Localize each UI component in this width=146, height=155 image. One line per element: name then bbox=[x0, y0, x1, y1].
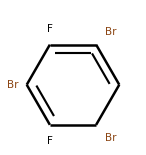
Text: F: F bbox=[47, 136, 53, 146]
Text: Br: Br bbox=[105, 133, 116, 143]
Text: Br: Br bbox=[105, 27, 116, 37]
Text: F: F bbox=[47, 24, 53, 34]
Text: Br: Br bbox=[7, 80, 18, 90]
